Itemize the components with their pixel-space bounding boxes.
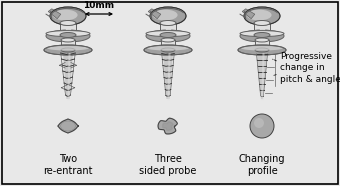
Ellipse shape bbox=[240, 30, 284, 42]
Ellipse shape bbox=[148, 46, 188, 51]
Ellipse shape bbox=[246, 10, 272, 20]
Bar bbox=[60, 23, 76, 35]
Ellipse shape bbox=[244, 7, 280, 25]
Circle shape bbox=[254, 118, 264, 128]
Bar bbox=[161, 40, 175, 50]
Ellipse shape bbox=[242, 46, 283, 51]
Bar bbox=[160, 23, 176, 35]
Ellipse shape bbox=[254, 33, 270, 38]
Ellipse shape bbox=[254, 20, 270, 25]
Polygon shape bbox=[242, 9, 255, 19]
Ellipse shape bbox=[161, 38, 175, 42]
Ellipse shape bbox=[160, 20, 176, 25]
Ellipse shape bbox=[61, 38, 75, 42]
Polygon shape bbox=[63, 54, 73, 99]
Ellipse shape bbox=[44, 45, 92, 55]
Polygon shape bbox=[163, 54, 173, 99]
Ellipse shape bbox=[61, 48, 75, 52]
Text: Two
re-entrant: Two re-entrant bbox=[43, 154, 93, 176]
Ellipse shape bbox=[46, 30, 90, 42]
Ellipse shape bbox=[238, 45, 286, 55]
Polygon shape bbox=[163, 122, 173, 130]
Bar bbox=[61, 40, 75, 50]
Circle shape bbox=[250, 114, 274, 138]
Ellipse shape bbox=[255, 48, 269, 52]
Ellipse shape bbox=[144, 45, 192, 55]
Ellipse shape bbox=[161, 48, 175, 52]
Ellipse shape bbox=[50, 7, 86, 25]
Polygon shape bbox=[158, 118, 177, 134]
Ellipse shape bbox=[255, 38, 269, 42]
Ellipse shape bbox=[52, 10, 78, 20]
Bar bbox=[255, 40, 269, 50]
Polygon shape bbox=[58, 119, 79, 133]
Polygon shape bbox=[48, 9, 61, 19]
Ellipse shape bbox=[60, 33, 76, 38]
Ellipse shape bbox=[240, 31, 284, 37]
Text: 10mm: 10mm bbox=[83, 1, 115, 10]
Ellipse shape bbox=[46, 31, 90, 37]
Text: Three
sided probe: Three sided probe bbox=[139, 154, 197, 176]
Ellipse shape bbox=[60, 20, 76, 25]
Ellipse shape bbox=[146, 31, 190, 37]
Ellipse shape bbox=[150, 7, 186, 25]
Polygon shape bbox=[257, 54, 267, 99]
Ellipse shape bbox=[160, 33, 176, 38]
Ellipse shape bbox=[152, 10, 177, 20]
Text: Changing
profile: Changing profile bbox=[239, 154, 285, 176]
Polygon shape bbox=[148, 9, 161, 19]
Ellipse shape bbox=[146, 30, 190, 42]
Ellipse shape bbox=[48, 46, 88, 51]
Text: Progressive
change in
pitch & angle: Progressive change in pitch & angle bbox=[280, 52, 340, 84]
Bar bbox=[254, 23, 270, 35]
